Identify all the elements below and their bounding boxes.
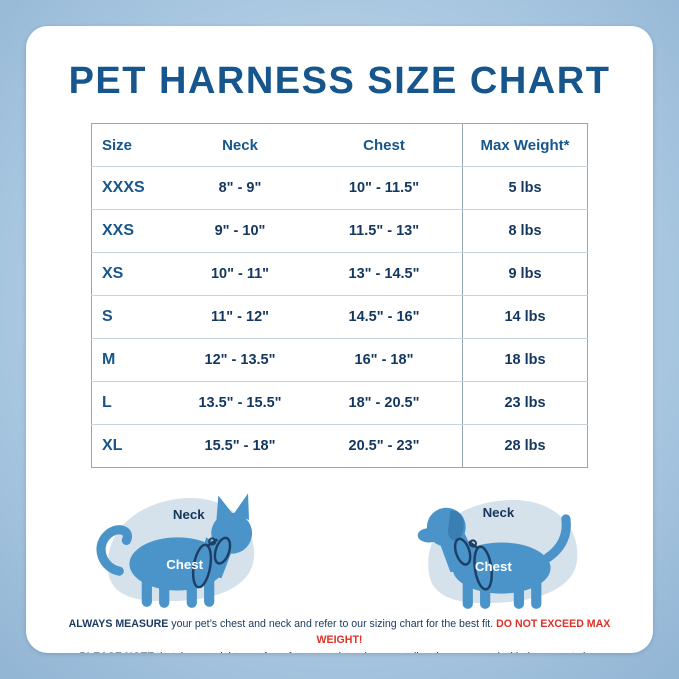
cell-max-weight: 28 lbs: [462, 424, 588, 468]
cell-chest: 14.5" - 16": [306, 295, 463, 339]
cell-chest: 18" - 20.5": [306, 381, 463, 425]
table-row: M 12" - 13.5" 16" - 18" 18 lbs: [91, 338, 588, 382]
cell-max-weight: 18 lbs: [462, 338, 588, 382]
size-table: Size Neck Chest Max Weight* XXXS 8" - 9"…: [91, 123, 588, 468]
size-chart-card: PET HARNESS SIZE CHART Size Neck Chest M…: [26, 26, 653, 653]
cell-size: XS: [91, 252, 174, 296]
cell-chest: 20.5" - 23": [348, 438, 420, 454]
cell-max-weight: 8 lbs: [462, 209, 588, 253]
cell-neck: 11" - 12": [174, 295, 306, 339]
cell-size: S: [91, 295, 174, 339]
cell-max-weight: 23 lbs: [462, 381, 588, 425]
cell-neck: 13.5" - 15.5": [174, 381, 306, 425]
dog-illustration-icon: Neck Chest: [417, 500, 578, 609]
cell-chest: 16" - 18": [306, 338, 463, 382]
cell-neck: 9" - 10": [174, 209, 306, 253]
cat-illustration-icon: Neck Chest: [96, 493, 255, 608]
dog-chest-label: Chest: [475, 559, 512, 574]
footer-measure-text: your pet’s chest and neck and refer to o…: [168, 618, 497, 630]
cell-size: XXXS: [91, 166, 174, 210]
footer-warning: DO NOT EXCEED MAX WEIGHT!: [316, 618, 611, 647]
cell-max-weight: 5 lbs: [462, 166, 588, 210]
measurement-diagrams: Neck Chest: [26, 468, 653, 612]
cell-neck: 12" - 13.5": [174, 338, 306, 382]
table-row: XXS 9" - 10" 11.5" - 13" 8 lbs: [91, 209, 588, 253]
cell-max-weight: 14 lbs: [462, 295, 588, 339]
cell-neck: 10" - 11": [174, 252, 306, 296]
cell-neck: 8" - 9": [174, 166, 306, 210]
cell-size: M: [91, 338, 174, 382]
footer-note-text: that these weights are for reference onl…: [154, 651, 599, 653]
dog-neck-label: Neck: [483, 505, 515, 520]
cell-max-weight: 9 lbs: [462, 252, 588, 296]
page-title: PET HARNESS SIZE CHART: [68, 60, 611, 102]
cell-chest: 13" - 14.5": [306, 252, 463, 296]
table-row: L 13.5" - 15.5" 18" - 20.5" 23 lbs: [91, 381, 588, 425]
cell-size: XL: [102, 437, 123, 454]
header-max-weight: Max Weight*: [462, 123, 588, 167]
table-row: XS 10" - 11" 13" - 14.5" 9 lbs: [91, 252, 588, 296]
footer-note: ALWAYS MEASURE your pet’s chest and neck…: [57, 616, 622, 653]
cell-chest: 10" - 11.5": [306, 166, 463, 210]
table-row: XXXS 8" - 9" 10" - 11.5" 5 lbs: [91, 166, 588, 210]
cat-diagram: Neck Chest: [78, 474, 278, 612]
table-row: XL 15.5" - 18" 20.5" - 23" 28 lbs: [92, 424, 588, 468]
cat-chest-label: Chest: [166, 557, 203, 572]
cell-size: XXS: [91, 209, 174, 253]
cell-size: L: [91, 381, 174, 425]
cat-neck-label: Neck: [173, 507, 205, 522]
cell-neck: 15.5" - 18": [204, 438, 276, 454]
header-chest: Chest: [306, 123, 463, 167]
cell-chest: 11.5" - 13": [306, 209, 463, 253]
dog-diagram: Neck Chest: [401, 474, 601, 612]
footer-measure-bold: ALWAYS MEASURE: [68, 618, 169, 630]
table-row: S 11" - 12" 14.5" - 16" 14 lbs: [91, 295, 588, 339]
table-header-row: Size Neck Chest Max Weight*: [91, 123, 588, 167]
header-size: Size: [91, 123, 174, 167]
header-neck: Neck: [174, 123, 306, 167]
